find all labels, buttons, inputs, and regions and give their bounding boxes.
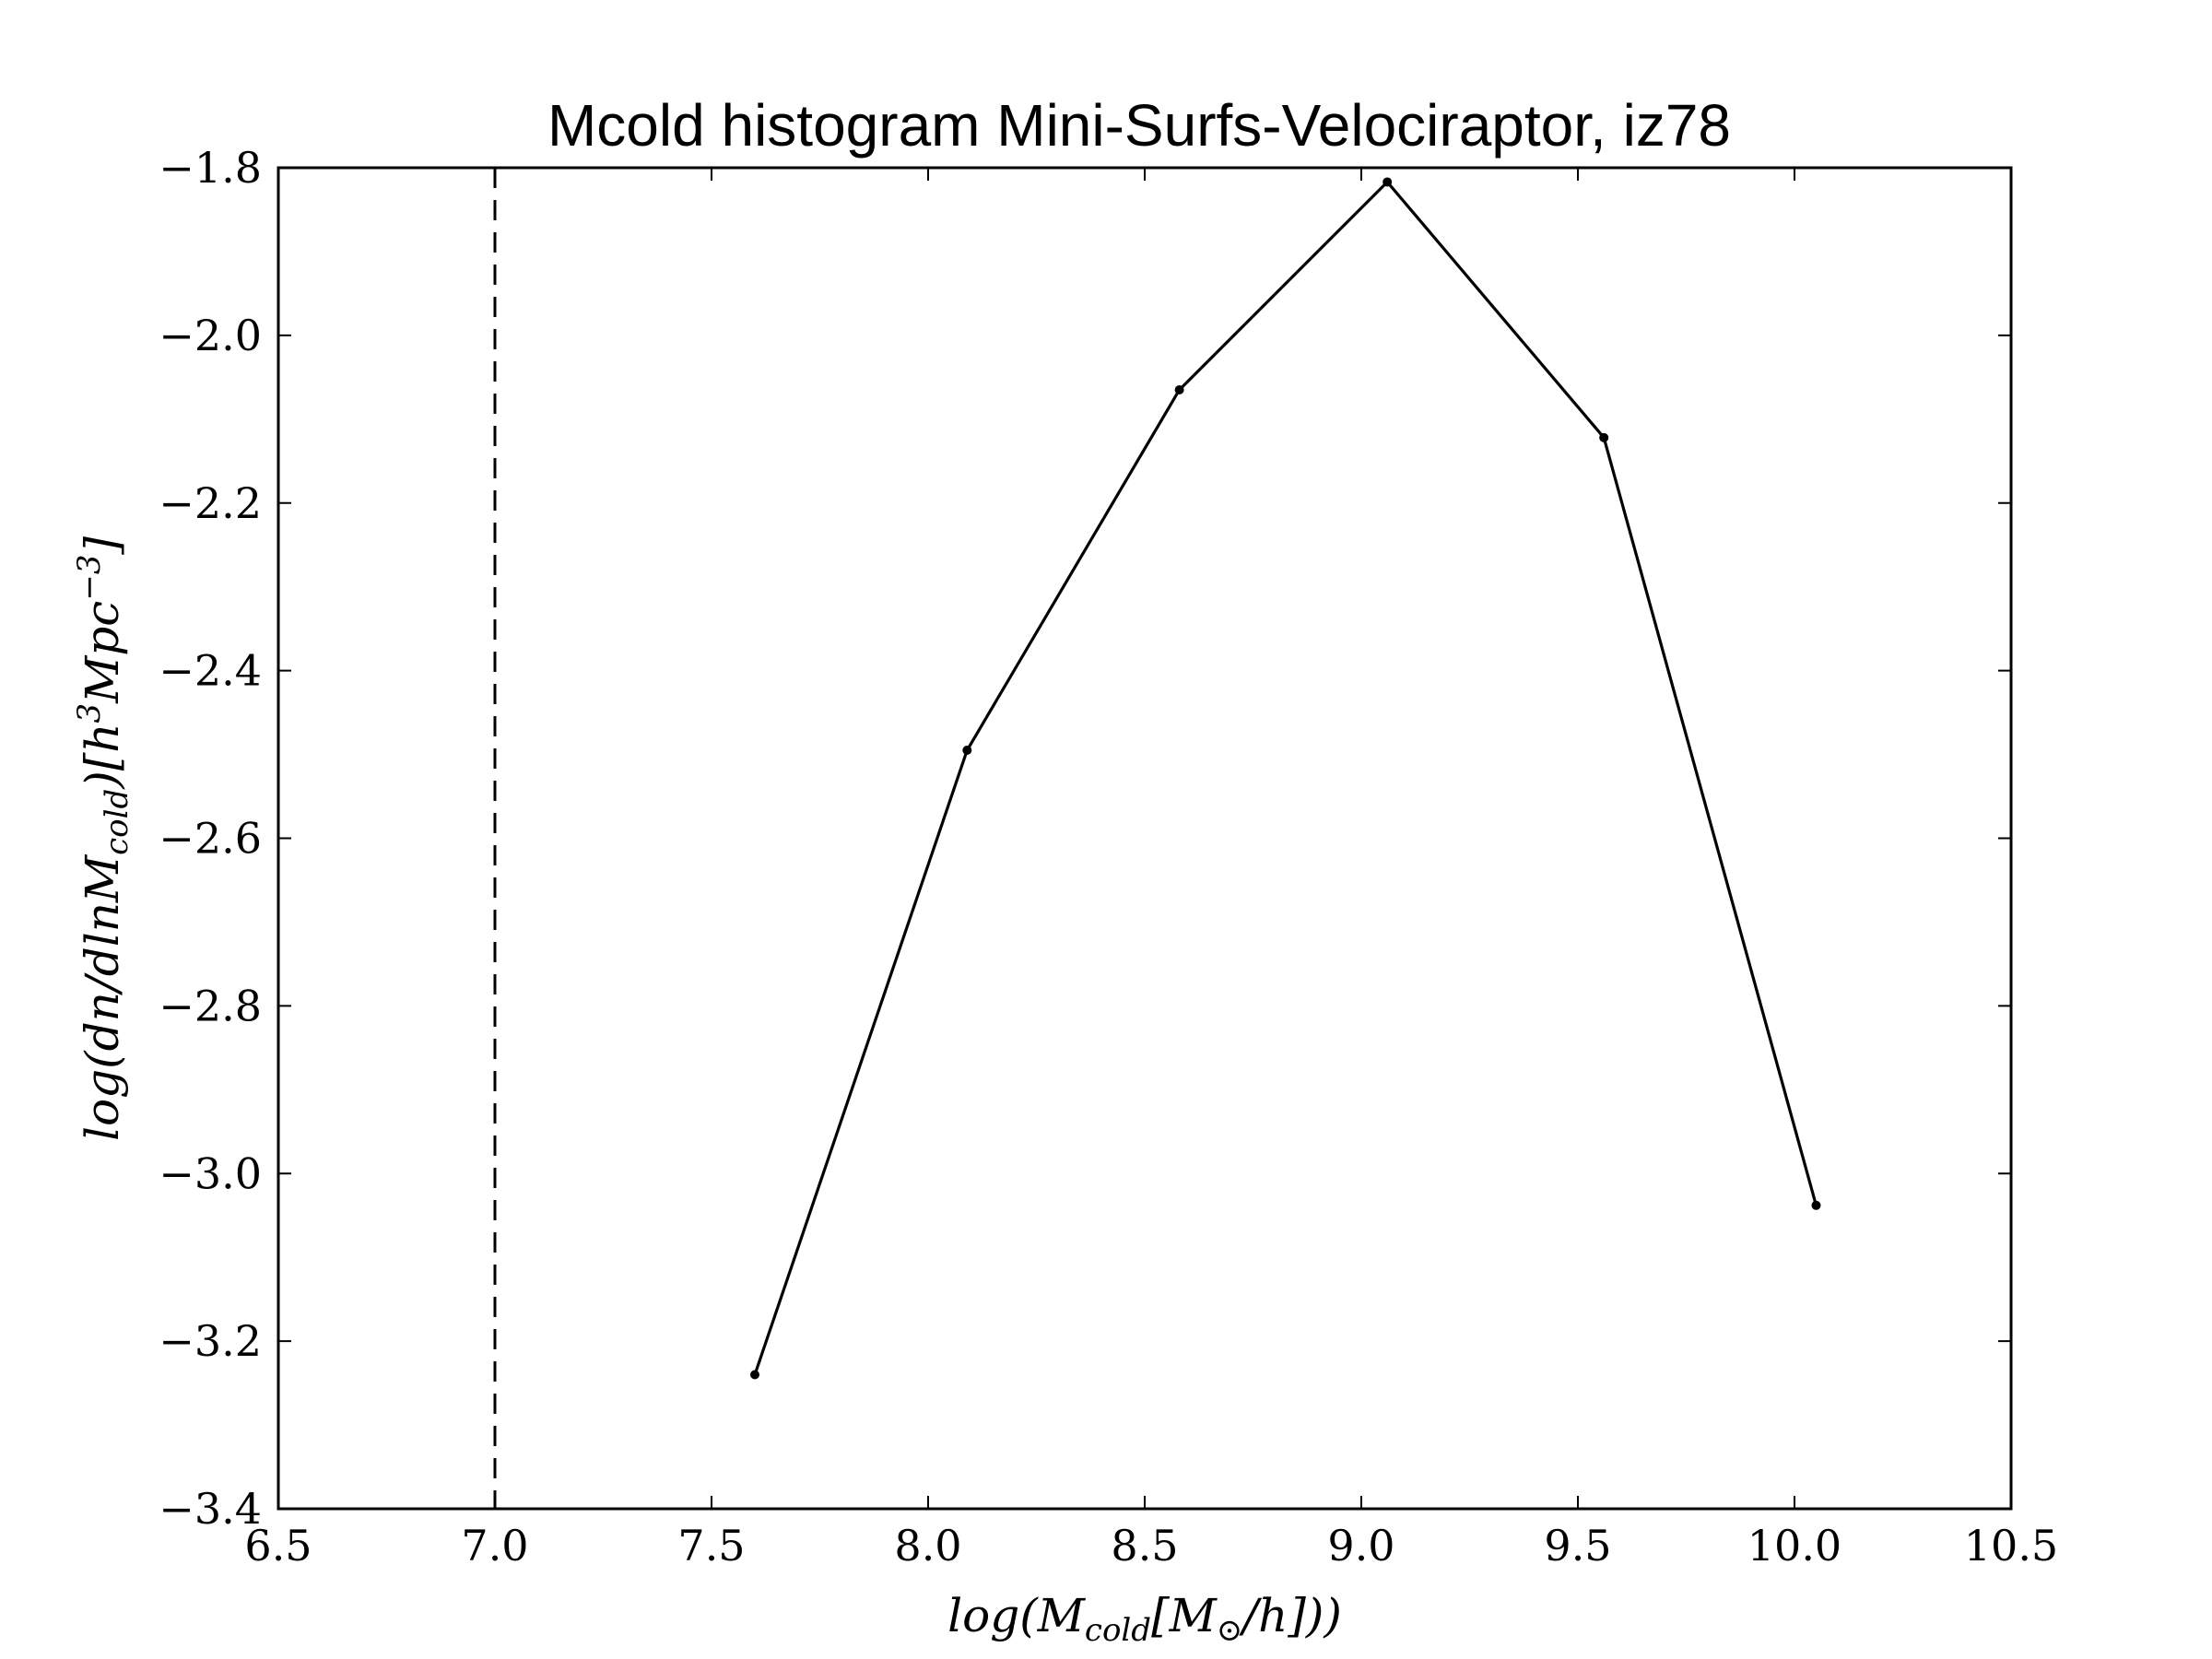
x-tick-label-5: 9.0: [1327, 1521, 1394, 1571]
x-tick-label-4: 8.5: [1111, 1521, 1178, 1571]
x-label-m2: M: [1169, 1589, 1218, 1642]
series-0-point-4: [1599, 432, 1609, 442]
x-label-sun: ⊙: [1217, 1612, 1243, 1649]
y-axis-label: log(dn/dlnMcold)[h3Mpc−3]: [71, 536, 135, 1141]
y-label-sub-cold: cold: [99, 789, 135, 855]
y-label-close: ]: [76, 536, 129, 556]
y-tick-label-6: −3.0: [159, 1148, 262, 1198]
y-tick-label-0: −1.8: [159, 143, 262, 193]
series-0-point-5: [1811, 1200, 1821, 1210]
axis-ticks: 6.5 7.0 7.5 8.0 8.5 9.0 9.5 10.0 10.5 −1.8 −2.0 −2.…: [159, 143, 2058, 1571]
y-label-mpc: Mpc: [76, 601, 129, 704]
x-tick-label-3: 8.0: [894, 1521, 961, 1571]
plot-area: [493, 168, 1821, 1509]
x-tick-label-6: 9.5: [1544, 1521, 1611, 1571]
x-tick-label-2: 7.5: [677, 1521, 745, 1571]
series-0-line: [753, 180, 1818, 1376]
y-label-sup-3: 3: [71, 703, 108, 724]
y-label-units: )[h: [76, 724, 129, 790]
chart-title: Mcold histogram Mini-Surfs-Velociraptor,…: [547, 92, 1731, 159]
x-tick-label-0: 6.5: [244, 1521, 312, 1571]
y-label-sup-minus3: −3: [71, 555, 108, 601]
y-tick-label-8: −3.4: [159, 1484, 262, 1534]
x-label-m: M: [1037, 1589, 1087, 1642]
x-label-rest: /h])): [1239, 1589, 1342, 1642]
series-0-point-3: [1382, 177, 1393, 187]
series-0-point-0: [750, 1370, 759, 1380]
y-tick-label-2: −2.2: [159, 478, 262, 528]
x-tick-label-8: 10.5: [1964, 1521, 2058, 1571]
y-tick-label-4: −2.6: [159, 814, 262, 864]
y-tick-label-7: −3.2: [159, 1316, 262, 1366]
y-tick-label-3: −2.4: [159, 646, 262, 696]
y-label-main: log(dn/dlnM: [76, 853, 129, 1141]
y-tick-label-5: −2.8: [159, 981, 262, 1030]
x-label-sub-cold: cold: [1085, 1612, 1151, 1649]
x-label-bracket: [: [1151, 1589, 1170, 1642]
x-label-log: log(: [947, 1589, 1039, 1642]
series-0-point-2: [1174, 384, 1184, 394]
x-tick-label-7: 10.0: [1747, 1521, 1841, 1571]
series-0-point-1: [962, 746, 972, 756]
y-tick-label-1: −2.0: [159, 311, 262, 360]
x-tick-label-1: 7.0: [461, 1521, 528, 1571]
x-axis-label: log(Mcold[M⊙/h])): [947, 1589, 1342, 1649]
plot-frame: [276, 166, 2013, 1511]
